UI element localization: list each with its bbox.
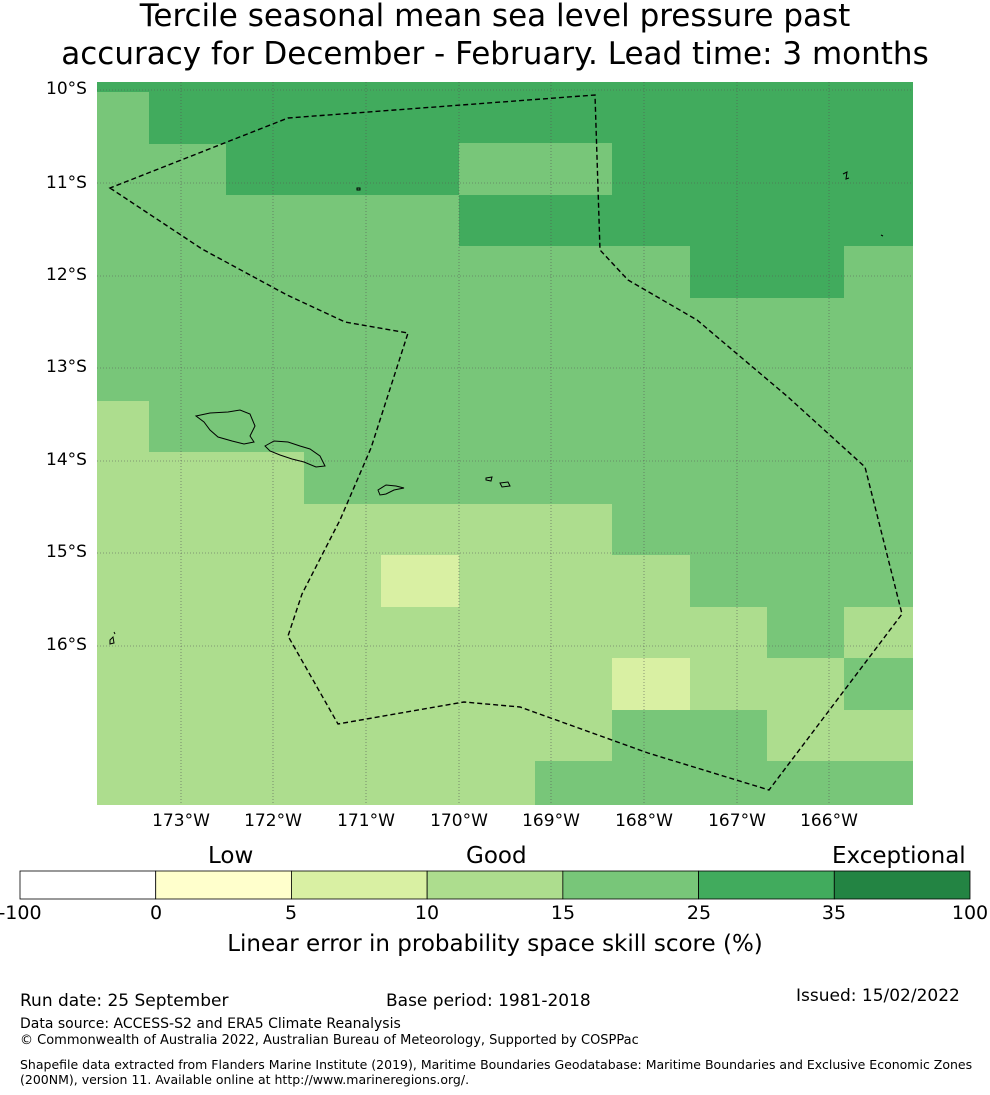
run-date: Run date: 25 September bbox=[20, 991, 229, 1011]
colorbar-tick: 100 bbox=[951, 902, 989, 924]
island-outlines bbox=[109, 171, 884, 645]
colorbar-tick: 15 bbox=[550, 902, 576, 924]
lon-label-170w: 170°W bbox=[430, 811, 488, 831]
colorbar-swatch bbox=[155, 870, 292, 900]
data-source: Data source: ACCESS-S2 and ERA5 Climate … bbox=[20, 1016, 401, 1032]
colorbar-tick: 5 bbox=[284, 902, 298, 924]
legend-good-label: Good bbox=[466, 843, 527, 869]
lon-label-171w: 171°W bbox=[337, 811, 395, 831]
legend-low-label: Low bbox=[208, 843, 254, 869]
colorbar-swatch bbox=[19, 870, 157, 900]
shapefile-credit-line-2: (200NM), version 11. Available online at… bbox=[20, 1072, 470, 1087]
colorbar-swatch bbox=[426, 870, 564, 900]
lat-label-15s: 15°S bbox=[46, 542, 87, 562]
lat-label-12s: 12°S bbox=[46, 265, 87, 285]
lat-label-16s: 16°S bbox=[46, 635, 87, 655]
colorbar-tick: 10 bbox=[414, 902, 440, 924]
copyright: © Commonwealth of Australia 2022, Austra… bbox=[20, 1033, 639, 1048]
colorbar-tick: 25 bbox=[686, 902, 712, 924]
lon-label-172w: 172°W bbox=[244, 811, 302, 831]
colorbar-tick: 0 bbox=[149, 902, 163, 924]
lat-label-13s: 13°S bbox=[46, 357, 87, 377]
lon-label-166w: 166°W bbox=[800, 811, 858, 831]
colorbar-swatch bbox=[833, 870, 971, 900]
eez-boundary bbox=[108, 94, 903, 791]
colorbar-tick: -100 bbox=[0, 902, 42, 924]
legend-exceptional-label: Exceptional bbox=[832, 843, 966, 869]
lon-label-173w: 173°W bbox=[152, 811, 210, 831]
lat-label-10s: 10°S bbox=[46, 79, 87, 99]
lat-label-14s: 14°S bbox=[46, 450, 87, 470]
colorbar-tick: 35 bbox=[821, 902, 847, 924]
lon-label-168w: 168°W bbox=[615, 811, 673, 831]
colorbar-swatch bbox=[698, 870, 835, 900]
skill-grid bbox=[97, 82, 913, 805]
colorbar bbox=[19, 870, 971, 900]
colorbar-caption: Linear error in probability space skill … bbox=[227, 931, 763, 957]
lon-label-169w: 169°W bbox=[522, 811, 580, 831]
shapefile-credit-line-1: Shapefile data extracted from Flanders M… bbox=[20, 1057, 973, 1072]
graticule bbox=[97, 82, 913, 805]
map-title-line-2: accuracy for December - February. Lead t… bbox=[61, 36, 929, 72]
colorbar-swatch bbox=[562, 870, 699, 900]
issued-date: Issued: 15/02/2022 bbox=[796, 986, 960, 1006]
base-period: Base period: 1981-2018 bbox=[386, 991, 591, 1011]
lon-label-167w: 167°W bbox=[708, 811, 766, 831]
colorbar-swatch bbox=[291, 870, 428, 900]
lat-label-11s: 11°S bbox=[46, 173, 87, 193]
map-title-line-1: Tercile seasonal mean sea level pressure… bbox=[139, 0, 851, 34]
